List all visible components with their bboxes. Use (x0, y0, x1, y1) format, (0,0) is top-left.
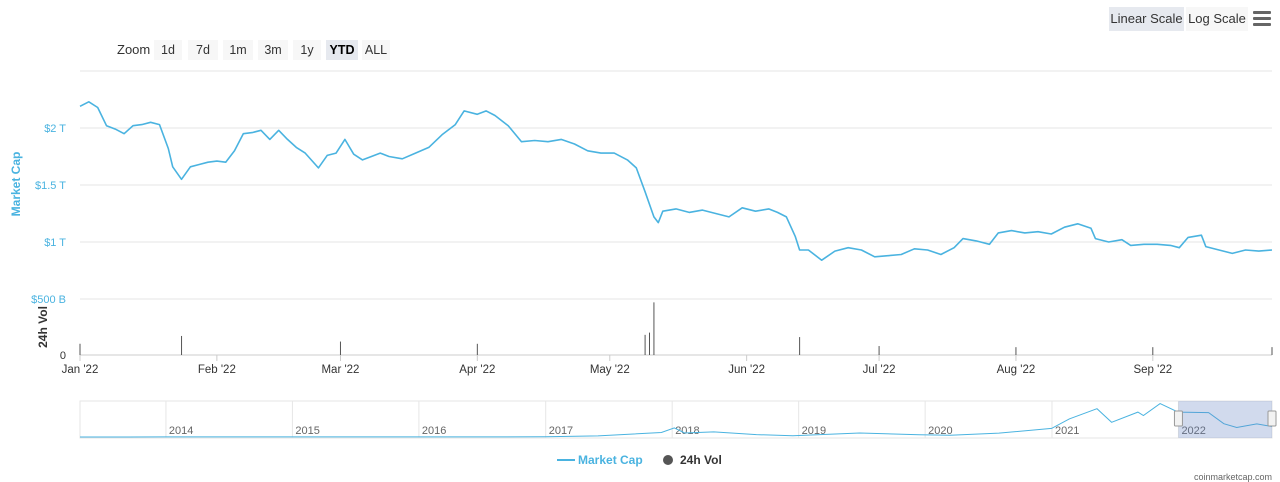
x-tick-label: Sep '22 (1133, 364, 1172, 376)
navigator-year-label: 2017 (549, 425, 573, 437)
navigator-year-label: 2022 (1181, 425, 1205, 437)
volume-axis-title: 24h Vol (36, 306, 50, 348)
source-credit: coinmarketcap.com (1193, 472, 1272, 482)
hamburger-menu-icon[interactable] (1251, 8, 1273, 30)
linear-scale-button[interactable]: Linear Scale (1109, 7, 1184, 31)
navigator-handle (1173, 410, 1183, 427)
axes: $1 T $1.5 T $2 T 0 $500 B Market Cap 24h Vol Ja… (9, 123, 1172, 376)
x-tick-label: May '22 (590, 364, 630, 376)
legend-label-volume: 24h Vol (680, 453, 722, 467)
log-scale-button[interactable]: Log Scale (1186, 7, 1248, 31)
navigator-selection (1178, 401, 1272, 438)
zoom-button-3m[interactable]: 3m (258, 40, 288, 60)
y-tick-label: $2 T (44, 123, 66, 135)
x-tick-label: Mar '22 (321, 364, 359, 376)
navigator-line (79, 403, 1273, 438)
volume-tick-label: 0 (60, 350, 66, 362)
navigator-frame (79, 400, 1273, 439)
navigator-year-label: 2021 (1055, 425, 1079, 437)
navigator-year-label: 2020 (928, 425, 952, 437)
zoom-button-ytd[interactable]: YTD (326, 40, 358, 60)
grid-lines (80, 70, 1272, 356)
x-tick-label: Jul '22 (863, 364, 896, 376)
market-cap-line (79, 101, 1273, 261)
series-layer (79, 101, 1273, 355)
x-tick-label: Apr '22 (459, 364, 495, 376)
navigator-year-label: 2015 (295, 425, 319, 437)
navigator-year-label: 2014 (169, 425, 193, 437)
navigator-year-label: 2019 (802, 425, 826, 437)
navigator-handle (1267, 410, 1277, 427)
x-tick-label: Aug '22 (997, 364, 1036, 376)
x-tick-label: Feb '22 (198, 364, 236, 376)
navigator-year-label: 2016 (422, 425, 446, 437)
legend[interactable]: Market Cap 24h Vol (557, 453, 722, 467)
volume-tick-label: $500 B (31, 294, 66, 306)
navigator[interactable]: 2014 2015 2016 2017 2018 2019 2020 2021 2022 (79, 400, 1277, 439)
y-axis-title: Market Cap (9, 152, 23, 217)
y-tick-label: $1.5 T (35, 180, 66, 192)
zoom-button-1y[interactable]: 1y (293, 40, 321, 60)
y-tick-label: $1 T (44, 237, 66, 249)
legend-label-market-cap: Market Cap (578, 453, 643, 467)
zoom-button-7d[interactable]: 7d (188, 40, 218, 60)
zoom-label: Zoom (117, 42, 151, 57)
zoom-button-1d[interactable]: 1d (154, 40, 182, 60)
x-tick-label: Jun '22 (728, 364, 765, 376)
x-tick-label: Jan '22 (62, 364, 99, 376)
zoom-button-all[interactable]: ALL (362, 40, 390, 60)
zoom-button-1m[interactable]: 1m (223, 40, 253, 60)
navigator-year-label: 2018 (675, 425, 699, 437)
legend-swatch-volume (663, 455, 673, 465)
